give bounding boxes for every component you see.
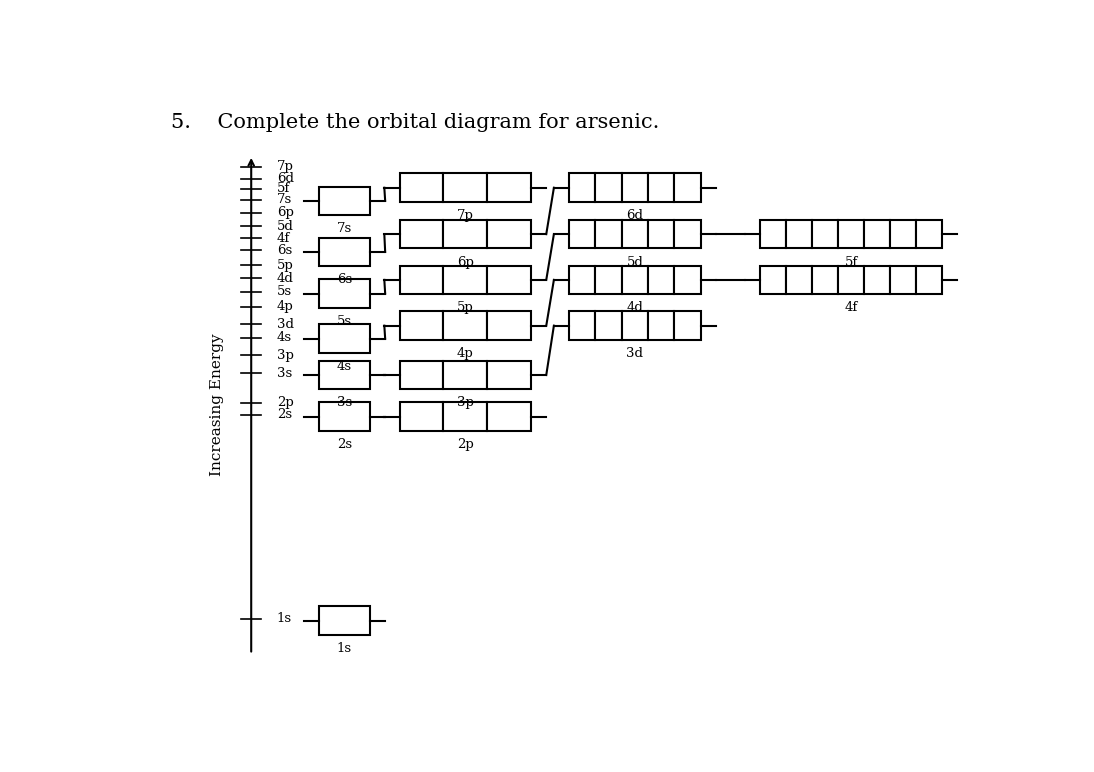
Bar bbox=[648, 220, 674, 249]
Bar bbox=[399, 266, 443, 294]
Text: 4p: 4p bbox=[277, 300, 293, 313]
Bar bbox=[443, 311, 487, 340]
Bar bbox=[443, 220, 487, 249]
Text: 1s: 1s bbox=[337, 642, 352, 655]
Text: 5s: 5s bbox=[277, 286, 292, 298]
Text: 3p: 3p bbox=[457, 396, 474, 409]
Bar bbox=[674, 266, 700, 294]
Bar bbox=[916, 220, 942, 249]
Text: 5p: 5p bbox=[457, 301, 474, 314]
Bar bbox=[319, 187, 370, 215]
Text: 4d: 4d bbox=[277, 272, 293, 285]
Bar bbox=[595, 174, 621, 202]
Text: 5s: 5s bbox=[337, 315, 352, 328]
Bar bbox=[648, 311, 674, 340]
Text: 5d: 5d bbox=[277, 220, 293, 233]
Bar bbox=[487, 174, 531, 202]
Bar bbox=[864, 220, 891, 249]
Text: 7s: 7s bbox=[277, 193, 292, 206]
Text: 4s: 4s bbox=[337, 360, 352, 373]
Bar bbox=[443, 174, 487, 202]
Bar bbox=[621, 311, 648, 340]
Bar bbox=[621, 266, 648, 294]
Bar bbox=[569, 220, 595, 249]
Bar bbox=[812, 266, 838, 294]
Bar bbox=[648, 266, 674, 294]
Bar bbox=[674, 174, 700, 202]
Text: 7s: 7s bbox=[337, 222, 352, 235]
Text: 2p: 2p bbox=[457, 438, 474, 451]
Text: 2s: 2s bbox=[277, 408, 292, 422]
Bar bbox=[399, 174, 443, 202]
Bar bbox=[399, 220, 443, 249]
Text: 2s: 2s bbox=[337, 438, 352, 451]
Bar bbox=[838, 266, 864, 294]
Bar bbox=[319, 361, 370, 389]
Bar bbox=[674, 220, 700, 249]
Text: 3s: 3s bbox=[337, 396, 352, 409]
Text: 1s: 1s bbox=[277, 612, 292, 625]
Text: 2p: 2p bbox=[277, 397, 293, 409]
Text: 5f: 5f bbox=[845, 256, 858, 269]
Text: 4p: 4p bbox=[457, 347, 474, 360]
Text: 6p: 6p bbox=[277, 206, 293, 219]
Bar bbox=[760, 220, 785, 249]
Bar bbox=[487, 402, 531, 431]
Bar bbox=[864, 266, 891, 294]
Text: 6d: 6d bbox=[627, 209, 643, 222]
Text: 4f: 4f bbox=[277, 232, 290, 245]
Bar bbox=[319, 606, 370, 635]
Bar bbox=[443, 402, 487, 431]
Bar bbox=[838, 220, 864, 249]
Bar bbox=[569, 174, 595, 202]
Text: 6s: 6s bbox=[337, 273, 352, 286]
Text: 6s: 6s bbox=[277, 244, 292, 256]
Text: 4f: 4f bbox=[845, 301, 858, 314]
Bar bbox=[487, 361, 531, 389]
Text: 4d: 4d bbox=[627, 301, 643, 314]
Text: 5d: 5d bbox=[627, 256, 643, 269]
Bar bbox=[916, 266, 942, 294]
Bar bbox=[648, 174, 674, 202]
Text: 7p: 7p bbox=[457, 209, 474, 222]
Text: 7p: 7p bbox=[277, 161, 293, 174]
Text: Increasing Energy: Increasing Energy bbox=[210, 334, 224, 476]
Text: 3s: 3s bbox=[277, 367, 292, 380]
Bar bbox=[569, 311, 595, 340]
Text: 4s: 4s bbox=[277, 331, 292, 344]
Bar bbox=[785, 266, 812, 294]
Bar bbox=[621, 220, 648, 249]
Text: 6d: 6d bbox=[277, 172, 293, 185]
Bar bbox=[621, 174, 648, 202]
Bar bbox=[891, 220, 916, 249]
Bar bbox=[569, 266, 595, 294]
Bar bbox=[487, 220, 531, 249]
Bar bbox=[319, 402, 370, 431]
Bar bbox=[443, 266, 487, 294]
Text: 5f: 5f bbox=[277, 182, 290, 195]
Bar bbox=[812, 220, 838, 249]
Bar bbox=[595, 220, 621, 249]
Bar bbox=[595, 311, 621, 340]
Text: 3d: 3d bbox=[277, 318, 293, 331]
Bar bbox=[399, 402, 443, 431]
Text: 5p: 5p bbox=[277, 259, 293, 272]
Bar bbox=[399, 311, 443, 340]
Bar bbox=[785, 220, 812, 249]
Bar bbox=[399, 361, 443, 389]
Bar bbox=[487, 311, 531, 340]
Text: 6p: 6p bbox=[457, 256, 474, 269]
Text: 3d: 3d bbox=[627, 347, 643, 360]
Text: 5.    Complete the orbital diagram for arsenic.: 5. Complete the orbital diagram for arse… bbox=[171, 113, 659, 133]
Bar bbox=[319, 238, 370, 266]
Bar bbox=[891, 266, 916, 294]
Bar bbox=[487, 266, 531, 294]
Bar bbox=[443, 361, 487, 389]
Text: 3p: 3p bbox=[277, 349, 293, 362]
Bar bbox=[319, 279, 370, 308]
Bar bbox=[674, 311, 700, 340]
Bar bbox=[319, 324, 370, 353]
Bar bbox=[595, 266, 621, 294]
Bar bbox=[760, 266, 785, 294]
